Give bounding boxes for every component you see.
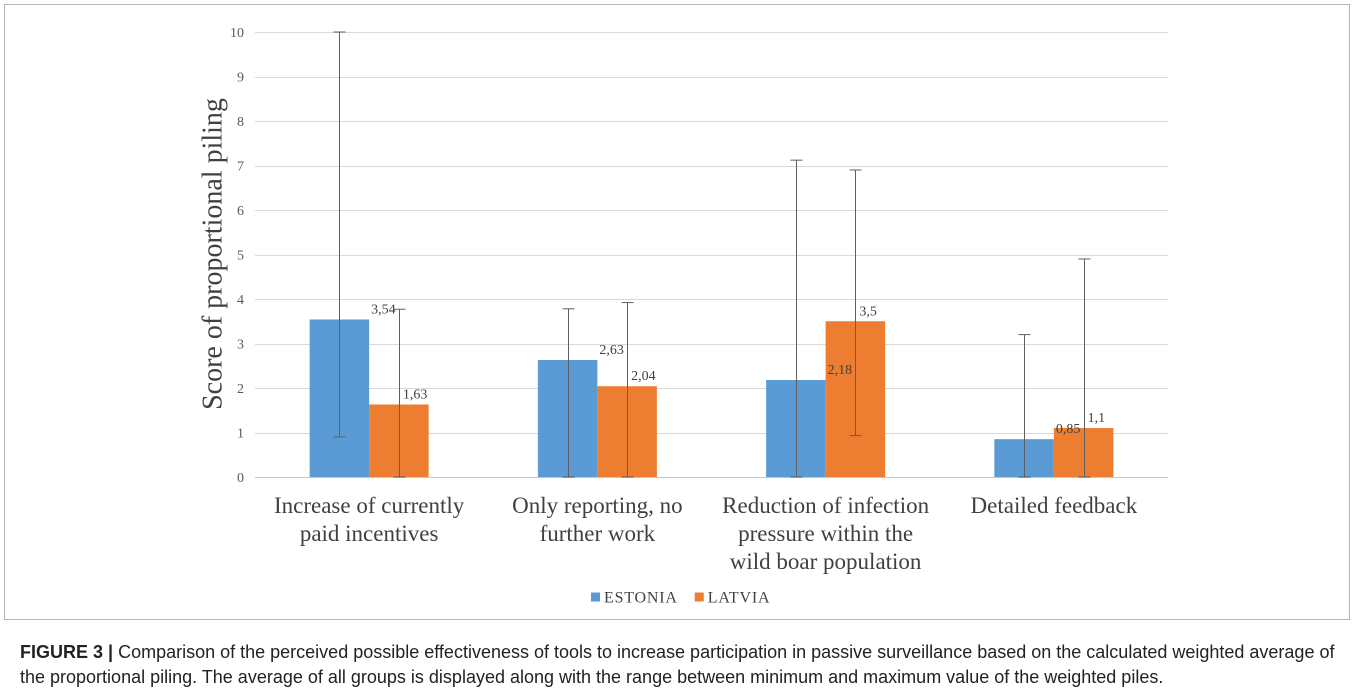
data-labels: 3,54 2,63 2,18 0,85 1,63 2,04 3,5 1,1: [371, 302, 1105, 437]
data-label: 2,63: [599, 343, 624, 358]
error-bars: [333, 31, 1091, 478]
legend-label: LATVIA: [708, 590, 771, 607]
legend-item-latvia: LATVIA: [694, 590, 771, 607]
y-tick-label: 1: [237, 427, 244, 442]
bar-latvia: [1053, 428, 1114, 477]
error-bar: [393, 308, 406, 478]
error-bar: [621, 302, 634, 478]
x-tick-label: Only reporting, no further work: [512, 493, 683, 546]
y-tick-label: 9: [237, 71, 244, 86]
data-label: 1,1: [1088, 411, 1106, 426]
gridlines: [255, 32, 1168, 434]
error-bar: [790, 159, 803, 478]
bar-estonia: [537, 359, 598, 477]
figure-caption: FIGURE 3 | Comparison of the perceived p…: [20, 640, 1346, 690]
y-tick-label: 5: [237, 249, 244, 264]
legend-label: ESTONIA: [604, 590, 678, 607]
caption-text: Comparison of the perceived possible eff…: [20, 642, 1335, 687]
data-label: 1,63: [403, 387, 428, 402]
error-bar: [333, 31, 346, 438]
error-bar: [562, 308, 575, 478]
y-tick-label: 7: [237, 160, 244, 175]
error-bar: [1018, 334, 1031, 478]
x-tick-label: Reduction of infection pressure within t…: [722, 493, 930, 574]
legend-item-estonia: ESTONIA: [591, 590, 678, 607]
y-axis-title: Score of proportional piling: [198, 98, 229, 410]
data-label: 2,18: [828, 363, 853, 378]
data-label: 2,04: [631, 369, 656, 384]
figure-frame: [4, 4, 1350, 620]
y-tick-label: 8: [237, 115, 244, 130]
data-label: 0,85: [1056, 422, 1081, 437]
legend: ESTONIA LATVIA: [591, 590, 770, 607]
y-tick-labels: 0 1 2 3 4 5 6 7 8 9 10: [230, 26, 244, 486]
caption-label: FIGURE 3 |: [20, 642, 114, 662]
y-tick-label: 0: [237, 471, 244, 486]
legend-swatch: [591, 592, 600, 602]
error-bar: [1078, 258, 1091, 478]
y-tick-label: 6: [237, 204, 244, 219]
bar-estonia: [766, 379, 826, 477]
data-label: 3,5: [859, 304, 877, 319]
legend-swatch: [694, 592, 704, 602]
x-tick-label: Detailed feedback: [970, 493, 1138, 518]
y-tick-label: 10: [230, 26, 244, 41]
y-tick-label: 4: [237, 293, 244, 308]
data-label: 3,54: [371, 302, 396, 317]
error-bar: [849, 169, 862, 437]
x-tick-label: Increase of currently paid incentives: [273, 493, 465, 546]
y-tick-label: 2: [237, 382, 244, 397]
y-tick-label: 3: [237, 338, 244, 353]
bar-latvia: [369, 404, 429, 477]
x-tick-labels: Increase of currently paid incentives Onl…: [273, 493, 1138, 574]
